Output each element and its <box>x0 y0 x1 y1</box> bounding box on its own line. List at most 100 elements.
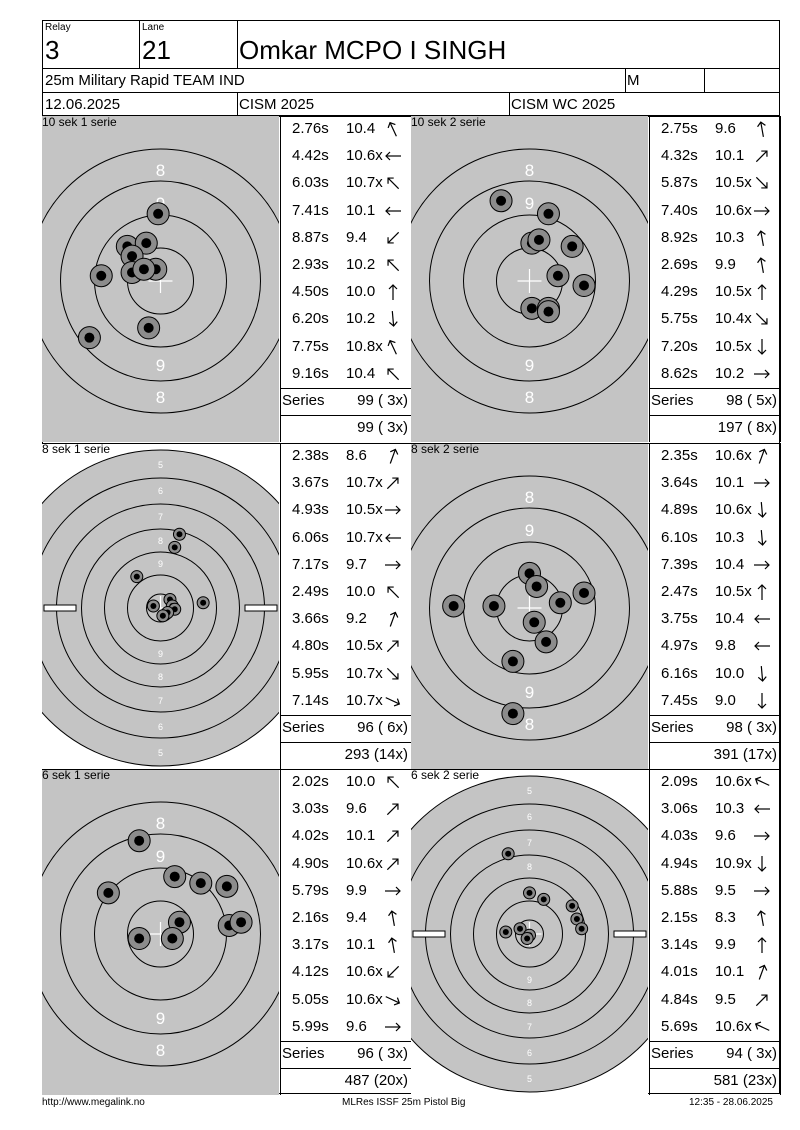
shot-score: 10.5x <box>715 337 752 355</box>
shot-score: 10.8x <box>346 337 383 355</box>
shot-score: 10.6x <box>715 447 752 464</box>
series-title: 8 sek 2 serie <box>411 442 480 456</box>
direction-arrow-icon <box>754 206 770 216</box>
ring-number: 6 <box>527 812 532 822</box>
target-2: 8 9 9 8 <box>411 116 648 442</box>
shot-row: 4.80s 10.5x <box>280 633 410 660</box>
shot-row: 4.03s 9.6 <box>649 823 779 850</box>
shot-row: 4.97s 9.8 <box>649 633 779 660</box>
shot-row: 6.16s 10.0 <box>649 661 779 688</box>
direction-arrow-icon <box>755 313 768 325</box>
shot-hole-center <box>552 270 563 281</box>
shot-row: 4.90s 10.6x <box>280 851 410 878</box>
direction-arrow-icon <box>387 966 400 978</box>
shot-hole-center <box>174 917 185 928</box>
shot-score: 10.3 <box>715 528 745 546</box>
shot-hole-center <box>134 835 145 846</box>
shot-row: 5.87s 10.5x <box>649 170 779 197</box>
competition-name: CISM 2025 <box>239 96 315 113</box>
shot-row: 3.06s 10.3 <box>649 796 779 823</box>
scoring-ring <box>104 551 217 665</box>
shot-time: 3.64s <box>661 474 698 492</box>
shot-time: 4.32s <box>661 147 698 165</box>
shot-hole-center <box>236 917 247 928</box>
ring-number: 8 <box>158 536 163 546</box>
gender: M <box>627 72 640 89</box>
shot-hole-center <box>167 933 178 944</box>
ring-number: 5 <box>527 1074 532 1084</box>
shot-row: 5.05s 10.6x <box>280 987 410 1014</box>
direction-arrow-icon <box>388 937 397 954</box>
ring-number: 5 <box>158 748 163 758</box>
shot-score: 10.5x <box>346 637 383 655</box>
direction-arrow-icon <box>386 803 399 816</box>
result-header: Relay 3 Lane 21 Omkar MCPO I SINGH 25m M… <box>42 20 780 116</box>
shot-score: 9.0 <box>715 691 736 709</box>
series-title: 8 sek 1 serie <box>42 442 111 456</box>
ring-number: 8 <box>525 715 534 734</box>
direction-arrow-icon <box>757 529 767 546</box>
shot-time: 6.03s <box>292 174 329 192</box>
shot-score: 9.9 <box>346 881 367 899</box>
right-hanger <box>244 604 278 612</box>
shot-row: 6.20s 10.2 <box>280 306 410 333</box>
cumulative-total: 581 (23x) <box>713 1072 777 1089</box>
direction-arrow-icon <box>757 338 767 355</box>
shot-score: 10.6x <box>346 854 383 872</box>
shot-time: 5.75s <box>661 310 698 328</box>
scoring-ring <box>463 214 596 348</box>
direction-arrow-icon <box>385 505 401 515</box>
shot-time: 4.93s <box>292 501 329 519</box>
series-label: Series <box>651 719 694 736</box>
direction-arrow-icon <box>757 692 767 709</box>
shot-hole-center <box>127 251 138 262</box>
direction-arrow-icon <box>385 1022 401 1032</box>
shot-time: 4.94s <box>661 854 698 872</box>
scoring-ring <box>450 854 609 1014</box>
shot-hole-center <box>138 264 149 275</box>
shot-row: 8.92s 10.3 <box>649 225 779 252</box>
footer-timestamp: 12:35 - 28.06.2025 <box>689 1097 773 1108</box>
series-total: 98 ( 3x) <box>726 719 777 736</box>
direction-arrow-icon <box>754 614 770 624</box>
shot-score: 10.4x <box>715 310 752 328</box>
series-total: 96 ( 3x) <box>357 1045 408 1062</box>
shot-table: 2.02s 10.0 3.03s 9.6 4.02s 10.1 4.90s 10.6x 5.79… <box>280 769 412 1095</box>
ring-number: 5 <box>158 460 163 470</box>
left-hanger <box>412 930 446 938</box>
shot-time: 4.84s <box>661 990 698 1008</box>
shot-time: 7.75s <box>292 337 329 355</box>
direction-arrow-icon <box>757 284 767 301</box>
shot-row: 2.15s 8.3 <box>649 905 779 932</box>
ring-number: 8 <box>525 388 534 407</box>
shot-row: 6.03s 10.7x <box>280 170 410 197</box>
shot-time: 2.09s <box>661 773 698 790</box>
direction-arrow-icon <box>386 858 399 870</box>
target-3: 5 5 6 6 7 7 8 8 9 9 <box>42 443 279 769</box>
shot-score: 10.2 <box>715 364 745 382</box>
shot-time: 3.67s <box>292 474 329 492</box>
shot-time: 7.17s <box>292 555 329 573</box>
shot-row: 3.17s 10.1 <box>280 932 410 959</box>
shot-hole-center <box>176 531 183 538</box>
direction-arrow-icon <box>385 206 401 216</box>
ring-number: 5 <box>527 786 532 796</box>
shot-score: 10.6x <box>715 501 752 519</box>
shot-score: 10.3 <box>715 228 745 246</box>
shot-hole-center <box>531 581 542 592</box>
shot-hole-center <box>153 208 164 219</box>
shot-score: 9.9 <box>715 256 736 273</box>
shot-row: 3.14s 9.9 <box>649 932 779 959</box>
direction-arrow-icon <box>757 937 767 954</box>
shot-time: 2.16s <box>292 909 329 926</box>
shot-row: 2.76s 10.4 <box>280 116 410 143</box>
series-label: Series <box>651 1045 694 1062</box>
scoring-ring <box>429 507 630 709</box>
direction-arrow-icon <box>388 284 398 301</box>
series-total: 98 ( 5x) <box>726 392 777 409</box>
shot-time: 5.88s <box>661 881 698 899</box>
shot-time: 5.95s <box>292 664 329 682</box>
ring-number: 8 <box>527 862 532 872</box>
shot-row: 4.02s 10.1 <box>280 823 410 850</box>
direction-arrow-icon <box>385 696 401 707</box>
